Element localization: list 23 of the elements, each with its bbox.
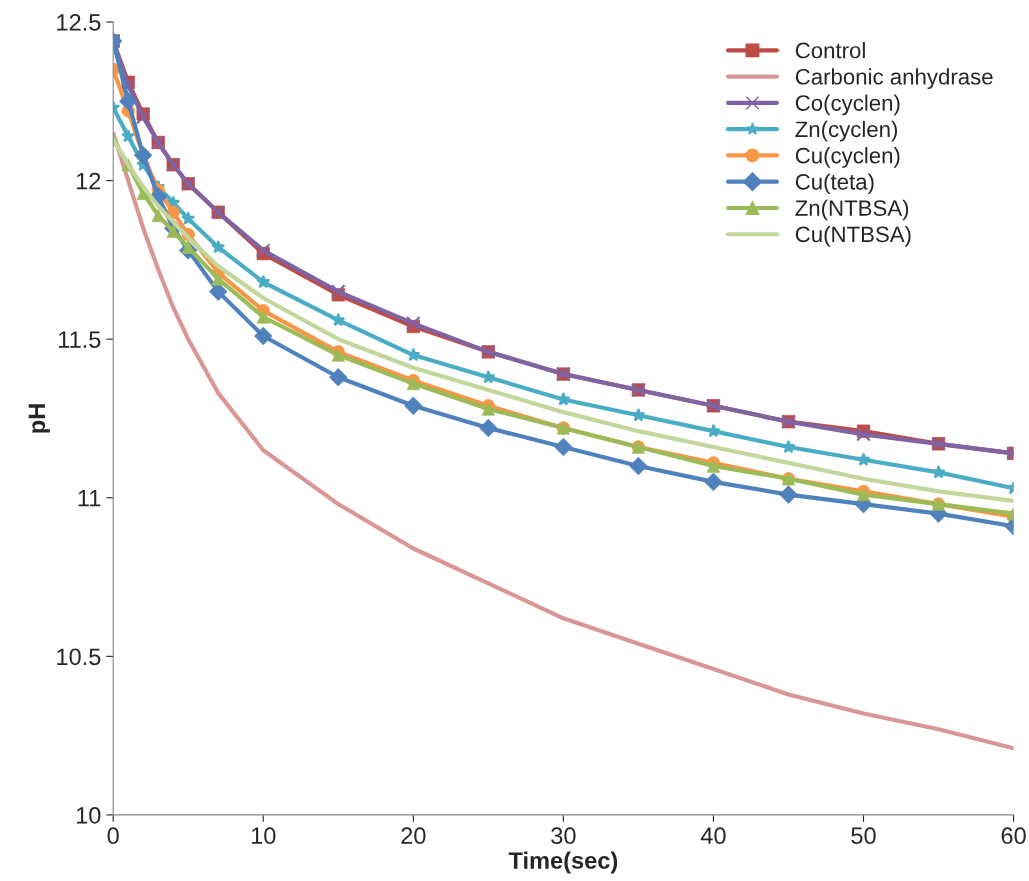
legend-label: Zn(cyclen) bbox=[795, 120, 898, 142]
x-tick-label: 30 bbox=[551, 827, 576, 845]
x-axis-title: Time(sec) bbox=[508, 851, 618, 874]
y-tick-label: 12 bbox=[76, 172, 101, 190]
y-axis-title: pH bbox=[28, 404, 50, 433]
legend-label: Zn(NTBSA) bbox=[795, 199, 909, 221]
x-tick-label: 10 bbox=[251, 827, 276, 845]
x-tick-label: 0 bbox=[107, 827, 119, 845]
y-tick-label: 10.5 bbox=[57, 648, 101, 666]
y-tick-label: 11 bbox=[78, 490, 101, 507]
legend-label: Cu(teta) bbox=[795, 173, 874, 195]
y-tick-label: 10 bbox=[76, 806, 101, 824]
x-tick-label: 40 bbox=[700, 827, 726, 845]
x-tick-label: 20 bbox=[401, 827, 426, 845]
legend-label: Carbonic anhydrase bbox=[795, 68, 993, 90]
legend-label: Control bbox=[795, 42, 865, 59]
y-tick-label: 11.5 bbox=[58, 331, 101, 348]
y-tick-label: 12.5 bbox=[57, 14, 101, 31]
x-tick-label: 50 bbox=[851, 827, 876, 845]
legend-label: Cu(NTBSA) bbox=[795, 225, 911, 247]
x-tick-label: 60 bbox=[1001, 827, 1026, 845]
legend-label: Cu(cyclen) bbox=[795, 147, 900, 168]
legend-label: Co(cyclen) bbox=[795, 94, 900, 116]
